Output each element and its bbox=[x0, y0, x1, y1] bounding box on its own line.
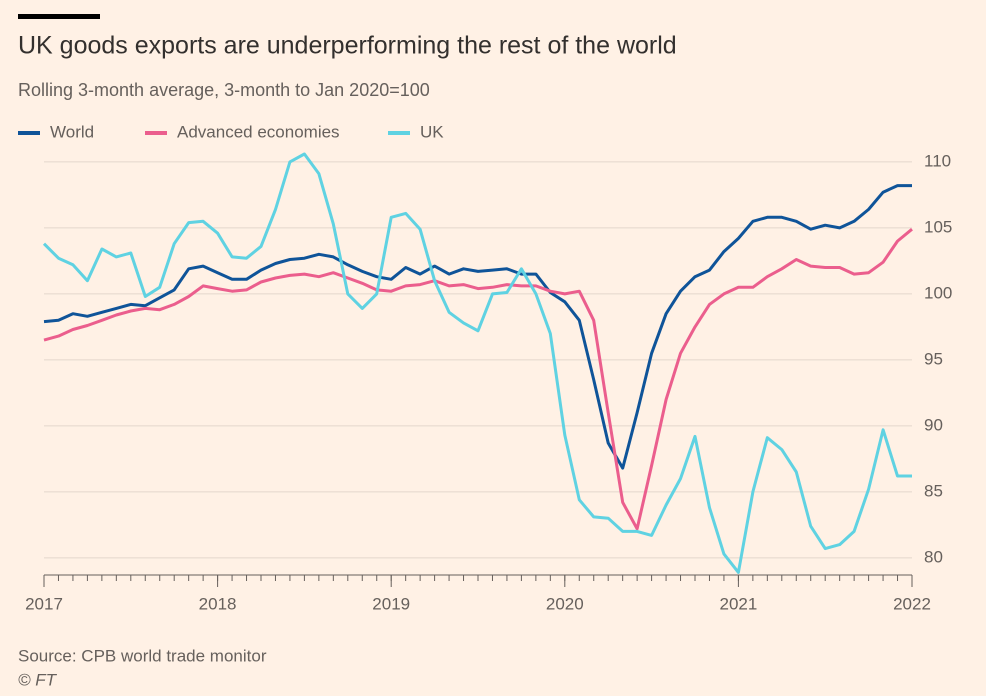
chart-title: UK goods exports are underperforming the… bbox=[18, 32, 677, 60]
y-tick-label: 85 bbox=[924, 481, 943, 500]
chart-subtitle: Rolling 3-month average, 3-month to Jan … bbox=[18, 80, 430, 100]
series-line bbox=[43, 228, 913, 531]
x-tick-label: 2019 bbox=[372, 594, 410, 613]
y-tick-label: 95 bbox=[924, 349, 943, 368]
legend-label: UK bbox=[420, 122, 444, 141]
x-tick-label: 2020 bbox=[546, 594, 584, 613]
x-tick-label: 2018 bbox=[199, 594, 237, 613]
x-tick-label: 2017 bbox=[25, 594, 63, 613]
y-tick-label: 110 bbox=[924, 151, 951, 170]
x-tick-label: 2021 bbox=[719, 594, 757, 613]
legend-label: Advanced economies bbox=[177, 122, 340, 141]
y-tick-label: 105 bbox=[924, 217, 952, 236]
y-tick-label: 100 bbox=[924, 283, 952, 302]
series-line bbox=[43, 184, 912, 470]
y-tick-label: 90 bbox=[924, 415, 943, 434]
credit: © FT bbox=[18, 670, 58, 689]
legend-label: World bbox=[50, 122, 94, 141]
x-tick-label: 2022 bbox=[893, 594, 931, 613]
y-tick-label: 80 bbox=[924, 547, 943, 566]
source: Source: CPB world trade monitor bbox=[18, 646, 267, 665]
series-line bbox=[42, 152, 912, 574]
brand-bar bbox=[18, 14, 100, 19]
